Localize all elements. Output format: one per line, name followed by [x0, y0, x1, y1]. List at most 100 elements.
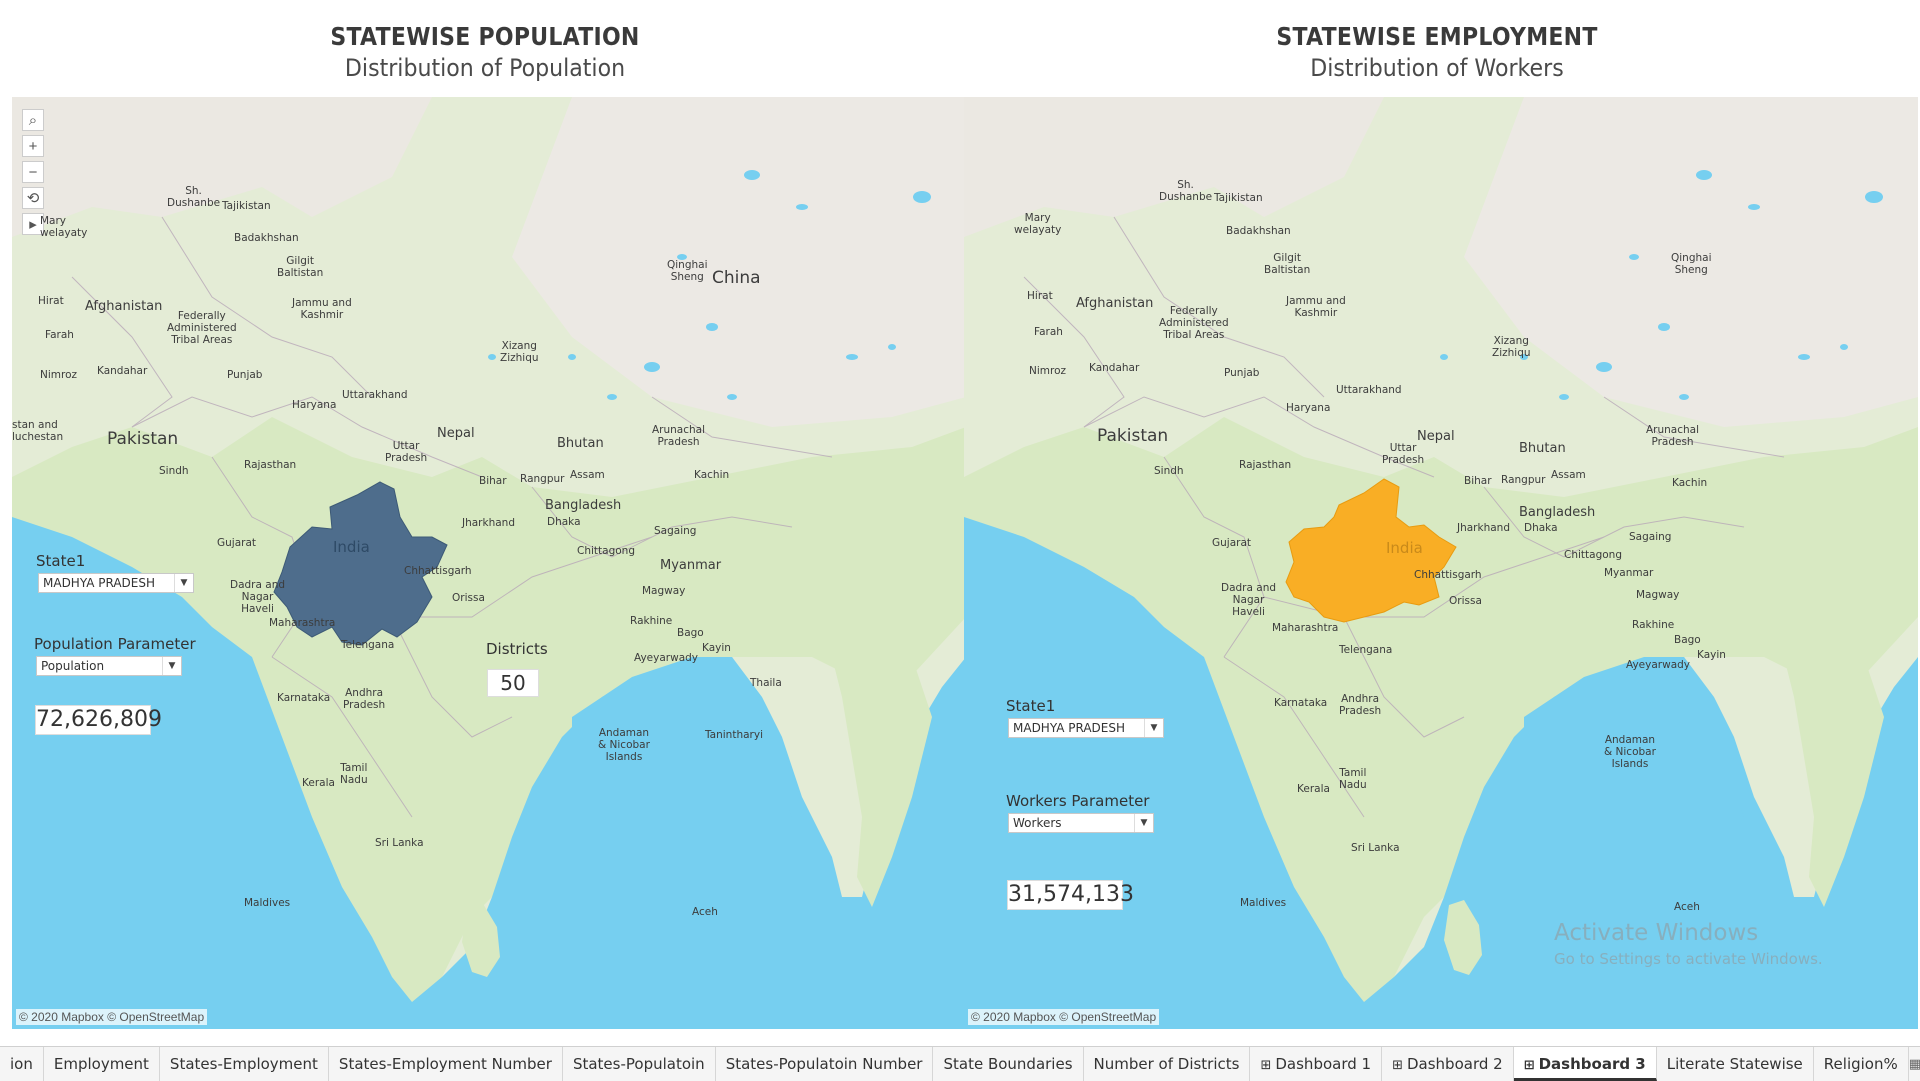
country-label: Pakistan	[1097, 426, 1169, 446]
map-attribution-left[interactable]: © 2020 Mapbox © OpenStreetMap	[16, 1009, 208, 1025]
region-label: Mary welayaty	[1014, 212, 1062, 237]
tab-religion[interactable]: Religion%	[1814, 1047, 1909, 1081]
right-title: STATEWISE EMPLOYMENT	[1276, 22, 1598, 51]
chevron-down-icon: ▼	[162, 657, 181, 675]
highlight-state-shape-left	[273, 481, 448, 646]
tab-label: States-Employment	[169, 1055, 318, 1073]
region-label: Qinghai Sheng	[1671, 252, 1712, 277]
state-dropdown-right[interactable]: MADHYA PRADESH ▼	[1008, 718, 1164, 738]
state-dropdown-left[interactable]: MADHYA PRADESH ▼	[38, 573, 194, 593]
region-label: Arunachal Pradesh	[652, 424, 706, 449]
chevron-down-icon: ▼	[1144, 719, 1163, 737]
tab-label: Employment	[53, 1055, 149, 1073]
basemap-right	[964, 97, 1918, 1029]
region-label: Gujarat	[1212, 537, 1252, 549]
region-label: Orissa	[452, 592, 485, 604]
districts-label: Districts	[486, 640, 548, 658]
country-label: Bangladesh	[1519, 505, 1596, 520]
region-label: Kayin	[1697, 649, 1726, 661]
region-label: Thaila	[750, 677, 782, 689]
activate-windows-hint: Go to Settings to activate Windows.	[1554, 950, 1823, 968]
region-label: Arunachal Pradesh	[1646, 424, 1700, 449]
left-dashboard-title: STATEWISE POPULATION Distribution of Pop…	[105, 22, 865, 82]
region-label: Gilgit Baltistan	[277, 255, 324, 280]
region-label: Mary welayaty	[40, 215, 88, 240]
zoom-in-icon[interactable]: +	[22, 135, 44, 157]
tab-employment[interactable]: Employment	[44, 1047, 160, 1081]
country-label: Nepal	[1417, 429, 1455, 444]
param-dropdown-value-right: Workers	[1013, 816, 1062, 830]
region-label: Kandahar	[1089, 362, 1140, 374]
region-label: Aceh	[692, 906, 718, 918]
zoom-out-icon[interactable]: −	[22, 161, 44, 183]
region-label: Tamil Nadu	[1339, 767, 1367, 792]
region-label: Bago	[677, 627, 704, 639]
tab-state-boundaries[interactable]: State Boundaries	[933, 1047, 1084, 1081]
tab-number-of-districts[interactable]: Number of Districts	[1084, 1047, 1251, 1081]
tab-label: States-Populatoin Number	[725, 1055, 923, 1073]
tab-dashboard-2[interactable]: ⊞ Dashboard 2	[1382, 1047, 1514, 1081]
map-attribution-right[interactable]: © 2020 Mapbox © OpenStreetMap	[968, 1009, 1160, 1025]
region-label: Ayeyarwady	[1626, 659, 1691, 671]
region-label: Uttar Pradesh	[1382, 442, 1425, 467]
region-label: Hirat	[38, 295, 64, 307]
param-dropdown-right[interactable]: Workers ▼	[1008, 813, 1154, 833]
region-label: Tanintharyi	[705, 729, 763, 741]
tab-label: States-Populatoin	[572, 1055, 705, 1073]
region-label: Sagaing	[1629, 531, 1672, 543]
region-label: Uttarakhand	[1336, 384, 1402, 396]
country-label: Bhutan	[1519, 441, 1566, 456]
region-label: Haryana	[1286, 402, 1331, 414]
region-label: Kandahar	[97, 365, 148, 377]
population-map[interactable]: ⌕ + − ⟲ ▸ Pakistan China Nepal Bhutan Ba…	[12, 97, 966, 1029]
region-label: Andaman & Nicobar Islands	[1604, 734, 1656, 771]
tab-literate-statewise[interactable]: Literate Statewise	[1657, 1047, 1814, 1081]
region-label: Tamil Nadu	[340, 762, 368, 787]
param-dropdown-left[interactable]: Population ▼	[36, 656, 182, 676]
country-label: Tajikistan	[1214, 192, 1263, 204]
region-label: Uttarakhand	[342, 389, 408, 401]
country-label: Afghanistan	[1076, 296, 1154, 311]
region-label: Sindh	[1154, 465, 1184, 477]
country-label: Myanmar	[1604, 567, 1654, 579]
highlight-label-right: India	[1386, 539, 1423, 557]
tab-states-employment-number[interactable]: States-Employment Number	[329, 1047, 563, 1081]
tab-label: Literate Statewise	[1666, 1055, 1803, 1073]
region-label: Xizang Zizhiqu	[500, 340, 539, 365]
districts-value-box: 50	[487, 669, 539, 697]
region-label: Ayeyarwady	[634, 652, 699, 664]
region-label: Gilgit Baltistan	[1264, 252, 1311, 277]
region-label: Jharkhand	[462, 517, 515, 529]
activate-windows-watermark: Activate Windows	[1554, 920, 1759, 946]
region-label: Karnataka	[277, 692, 331, 704]
region-label: Qinghai Sheng	[667, 259, 708, 284]
tab-label: Dashboard 1	[1275, 1055, 1372, 1073]
region-label: Dadra and Nagar Haveli	[230, 579, 286, 616]
dashboard-icon: ⊞	[1260, 1058, 1272, 1073]
tab-states-employment[interactable]: States-Employment	[160, 1047, 329, 1081]
country-label: Afghanistan	[85, 299, 163, 314]
region-label: Punjab	[227, 369, 263, 381]
region-label: Sh. Dushanbe	[167, 185, 221, 210]
region-label: Farah	[1034, 326, 1063, 338]
tab-dashboard-3[interactable]: ⊞ Dashboard 3	[1513, 1047, 1657, 1081]
tab-ion[interactable]: ion	[0, 1047, 44, 1081]
search-icon[interactable]: ⌕	[22, 109, 44, 131]
tab-states-populatoin[interactable]: States-Populatoin	[563, 1047, 716, 1081]
tab-dashboard-1[interactable]: ⊞ Dashboard 1	[1250, 1047, 1383, 1081]
region-label: Bihar	[479, 475, 507, 487]
highlight-label-left: India	[333, 538, 370, 556]
country-label: Nepal	[437, 426, 475, 441]
tab-states-populatoin-number[interactable]: States-Populatoin Number	[716, 1047, 934, 1081]
play-arrow-icon[interactable]: ▸	[22, 213, 44, 235]
region-label: Rajasthan	[244, 459, 297, 471]
employment-map[interactable]: Pakistan Nepal Bhutan Bangladesh Myanmar…	[964, 97, 1918, 1029]
basemap-left	[12, 97, 966, 1029]
region-label: Sindh	[159, 465, 189, 477]
reset-map-icon[interactable]: ⟲	[22, 187, 44, 209]
dashboard-icon: ⊞	[1392, 1058, 1403, 1073]
tab-label: Number of Districts	[1093, 1055, 1240, 1073]
region-label: Gujarat	[217, 537, 257, 549]
region-label: Bihar	[1464, 475, 1492, 487]
grid-view-icon[interactable]: ▦	[1908, 1056, 1920, 1072]
